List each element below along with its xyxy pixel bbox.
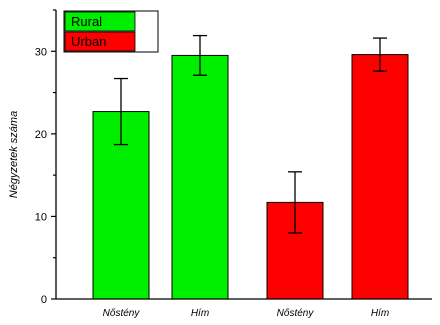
bar-urban-3	[351, 54, 409, 300]
y-ticks-layer: 0 10 20 30	[35, 9, 56, 306]
error-bar-3	[373, 37, 387, 72]
legend: Rural Urban	[63, 10, 159, 53]
x-tick-label: Nőstény	[277, 308, 315, 319]
x-tick-label: Hím	[371, 308, 389, 319]
legend-swatch-rural	[64, 11, 136, 32]
x-tick-label: Nőstény	[103, 308, 141, 319]
legend-label-rural: Rural	[71, 14, 102, 29]
legend-label-urban: Urban	[71, 34, 106, 49]
error-bar-0	[114, 77, 128, 146]
x-tick-label: Hím	[191, 308, 209, 319]
bar-rural-1	[171, 54, 229, 300]
legend-swatch-urban	[64, 31, 136, 52]
bars-layer	[92, 54, 409, 300]
y-axis-label: Négyzetek száma	[8, 111, 20, 198]
y-tick-label: 20	[35, 129, 47, 141]
error-bars-layer	[114, 34, 387, 234]
error-bar-2	[288, 171, 302, 234]
axes-layer	[55, 10, 432, 300]
y-tick-label: 0	[41, 294, 47, 306]
y-tick-label: 10	[35, 211, 47, 223]
x-tick-labels-layer: Nőstény Hím Nőstény Hím	[103, 308, 390, 319]
error-bar-1	[193, 34, 207, 76]
y-tick-label: 30	[35, 46, 47, 58]
